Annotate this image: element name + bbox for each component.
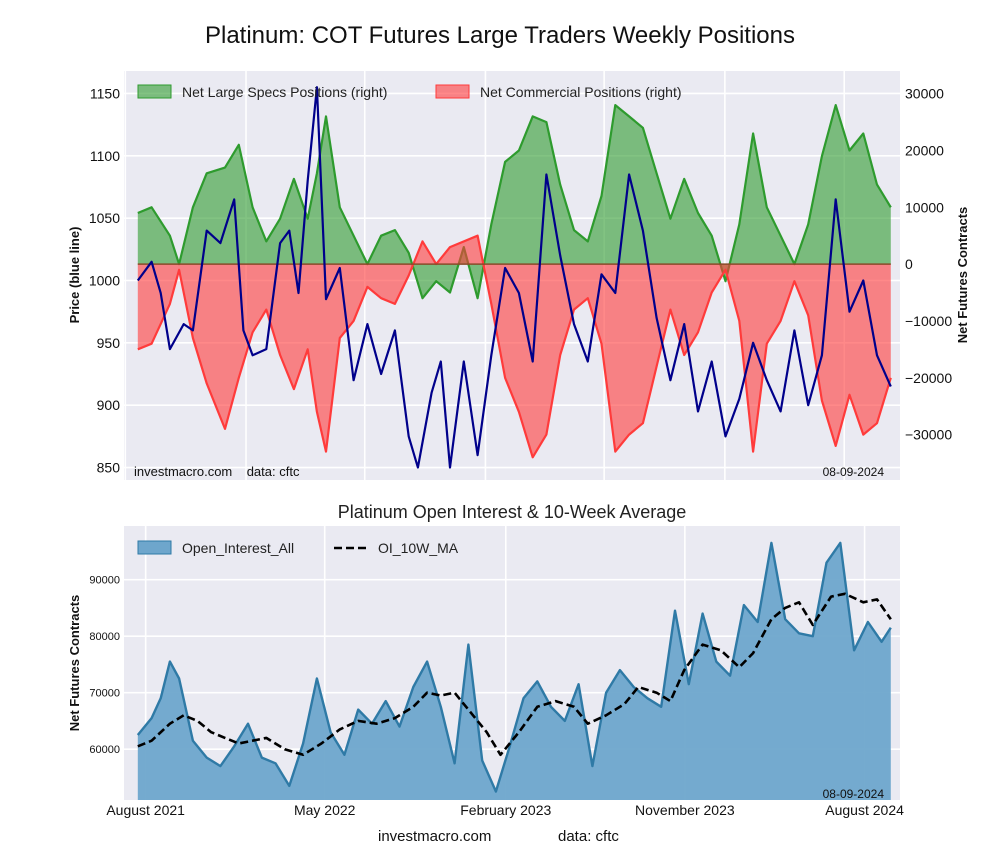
oi-y-tick-label: 90000	[89, 575, 120, 587]
open-interest-line	[136, 541, 892, 793]
footer-data-source: data: cftc	[558, 828, 619, 845]
oi-x-tick-label: August 2021	[106, 802, 185, 818]
open-interest-chart: 60000 70000 80000 90000 August 2021 May 2022 F…	[67, 526, 904, 818]
open-interest-date-note: 08-09-2024	[823, 787, 885, 801]
legend-label-specs: Net Large Specs Positions (right)	[182, 84, 387, 100]
legend-label-commercial: Net Commercial Positions (right)	[480, 84, 682, 100]
oi-y-tick-label: 70000	[89, 688, 120, 700]
moving-average-line	[137, 592, 892, 757]
right-tick-label: 0	[905, 256, 913, 272]
oi-x-tick-label: August 2024	[825, 802, 904, 818]
right-tick-label: −10000	[905, 313, 952, 329]
positions-chart: 850 900 950 1000 1050 1100 1150 −30000 −20000 −10…	[67, 71, 970, 480]
positions-source-note: investmacro.com data: cftc	[134, 464, 300, 479]
legend-swatch-open-interest	[137, 540, 172, 555]
right-tick-label: −20000	[905, 370, 952, 386]
open-interest-legend: Open_Interest_All OI_10W_MA	[137, 540, 459, 556]
open-interest-axis-label: Net Futures Contracts	[67, 595, 82, 732]
specs-area	[137, 105, 891, 299]
legend-swatch-commercial	[435, 84, 470, 99]
positions-ticks: 850 900 950 1000 1050 1100 1150 −30000 −20000 −10…	[89, 85, 952, 475]
left-axis-label: Price (blue line)	[67, 227, 82, 324]
right-tick-label: −30000	[905, 427, 952, 443]
positions-date-note: 08-09-2024	[823, 465, 885, 479]
oi-x-tick-label: November 2023	[635, 802, 735, 818]
footer-site: investmacro.com	[378, 828, 492, 845]
right-tick-label: 10000	[905, 199, 944, 215]
right-tick-label: 20000	[905, 143, 944, 159]
left-tick-label: 1050	[89, 210, 120, 226]
legend-label-ma: OI_10W_MA	[378, 540, 459, 556]
left-tick-label: 1000	[89, 272, 120, 288]
right-axis-label: Net Futures Contracts	[955, 207, 970, 344]
open-interest-chart-title: Platinum Open Interest & 10-Week Average	[337, 502, 687, 522]
left-tick-label: 1150	[90, 85, 120, 101]
oi-y-tick-label: 80000	[89, 631, 120, 643]
positions-lines	[136, 86, 892, 469]
left-tick-label: 1100	[90, 148, 120, 164]
legend-swatch-specs	[137, 84, 172, 99]
open-interest-area	[136, 541, 892, 800]
left-tick-label: 900	[97, 397, 121, 413]
oi-y-tick-label: 60000	[89, 744, 120, 756]
oi-x-tick-label: February 2023	[460, 802, 551, 818]
price-line	[136, 86, 892, 469]
open-interest-ticks: 60000 70000 80000 90000 August 2021 May 2022 F…	[89, 575, 904, 818]
page-title: Platinum: COT Futures Large Traders Week…	[204, 22, 795, 49]
open-interest-fill	[137, 542, 891, 800]
oi-x-tick-label: May 2022	[294, 802, 356, 818]
specs-line	[137, 103, 892, 300]
right-tick-label: 30000	[905, 86, 944, 102]
positions-legend: Net Large Specs Positions (right) Net Co…	[137, 84, 682, 100]
commercial-line	[137, 234, 892, 459]
left-tick-label: 950	[97, 335, 121, 351]
left-tick-label: 850	[97, 460, 121, 476]
legend-label-open-interest: Open_Interest_All	[182, 540, 294, 556]
open-interest-lines	[137, 592, 892, 757]
